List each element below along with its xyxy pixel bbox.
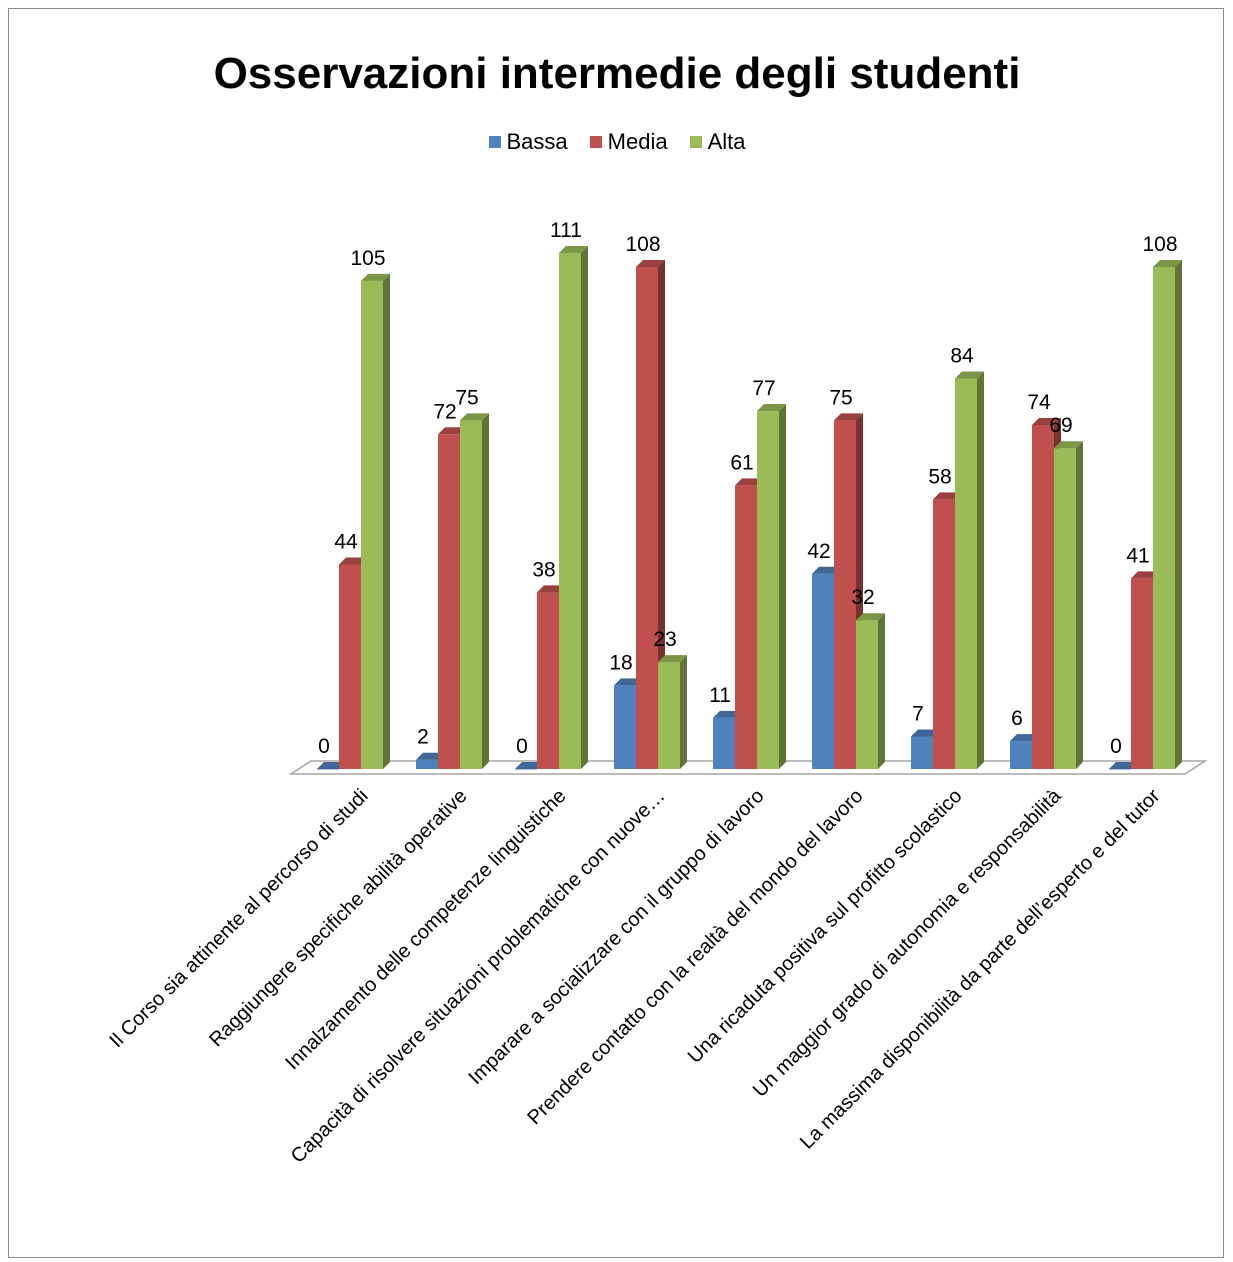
bar-bassa-1 <box>317 762 346 770</box>
data-label-alta-5: 77 <box>752 377 775 400</box>
bar-alta-4 <box>658 655 687 769</box>
data-label-alta-9: 108 <box>1142 233 1177 256</box>
data-label-bassa-8: 6 <box>1011 707 1023 730</box>
data-label-media-9: 41 <box>1126 544 1149 567</box>
data-label-bassa-2: 2 <box>417 726 429 749</box>
bar-alta-9 <box>1153 259 1182 769</box>
data-label-alta-2: 75 <box>455 386 478 409</box>
data-label-media-8: 74 <box>1027 391 1051 414</box>
data-label-media-3: 38 <box>532 558 555 581</box>
legend-item-bassa: Bassa <box>488 129 568 155</box>
category-label-6: Prendere contatto con la realtà del mond… <box>523 785 867 1129</box>
legend-label: Alta <box>707 129 746 154</box>
legend-item-media: Media <box>589 129 668 155</box>
category-label-9: La massima disponibilità da parte dell’e… <box>796 785 1165 1154</box>
legend-swatch <box>488 136 501 148</box>
bar-media-4 <box>636 259 665 769</box>
chart-frame: Osservazioni intermedie degli studenti B… <box>8 8 1224 1258</box>
bar-alta-3 <box>559 246 588 769</box>
bar-alta-1 <box>361 273 390 769</box>
bar-alta-6 <box>856 613 885 769</box>
data-label-bassa-6: 42 <box>807 540 830 563</box>
legend-item-alta: Alta <box>689 129 746 155</box>
bar-alta-2 <box>460 413 489 769</box>
legend-swatch <box>589 136 602 148</box>
data-label-media-7: 58 <box>928 465 951 488</box>
data-label-media-6: 75 <box>829 386 852 409</box>
legend-label: Bassa <box>506 129 568 154</box>
bar-bassa-9 <box>1109 762 1138 770</box>
data-label-alta-7: 84 <box>950 345 974 368</box>
data-label-bassa-4: 18 <box>609 651 632 674</box>
data-label-alta-3: 111 <box>550 219 582 242</box>
data-label-media-5: 61 <box>730 451 753 474</box>
data-label-bassa-1: 0 <box>318 735 330 758</box>
bar-alta-5 <box>757 404 786 769</box>
data-label-media-1: 44 <box>334 530 358 553</box>
category-label-4: Capacità di risolvere situazioni problem… <box>287 785 670 1168</box>
legend: Bassa Media Alta <box>9 129 1223 155</box>
data-label-bassa-7: 7 <box>912 702 924 725</box>
legend-label: Media <box>607 129 668 154</box>
data-label-alta-4: 23 <box>653 628 676 651</box>
data-label-alta-1: 105 <box>350 247 385 270</box>
data-label-media-2: 72 <box>433 400 456 423</box>
data-label-alta-8: 69 <box>1049 414 1072 437</box>
data-label-media-4: 108 <box>625 233 660 256</box>
bar-alta-8 <box>1054 441 1083 769</box>
data-label-alta-6: 32 <box>851 586 874 609</box>
bar-bassa-3 <box>515 762 544 770</box>
chart-title: Osservazioni intermedie degli studenti <box>213 49 1021 98</box>
data-label-bassa-3: 0 <box>516 735 528 758</box>
legend-swatch <box>689 136 702 148</box>
data-label-bassa-9: 0 <box>1110 735 1122 758</box>
bar-alta-7 <box>955 371 984 769</box>
data-label-bassa-5: 11 <box>709 684 731 707</box>
